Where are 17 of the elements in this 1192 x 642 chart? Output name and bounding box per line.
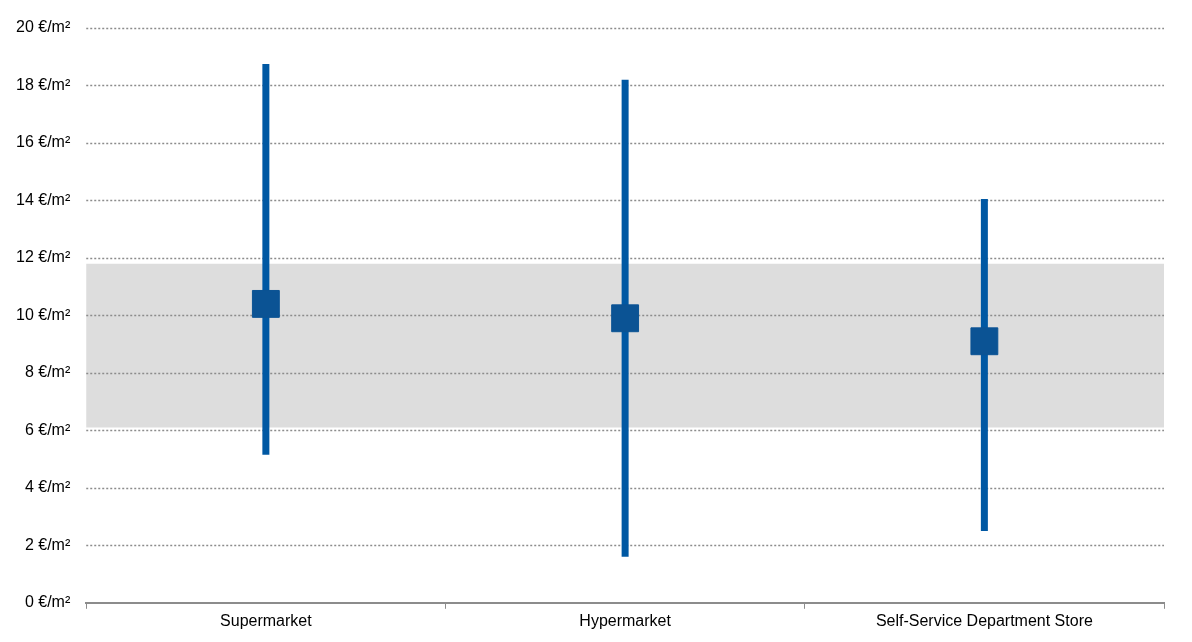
y-tick-label: 6 €/m² [24,420,71,438]
y-tick-label: 0 €/m² [24,593,71,611]
y-tick-label: 18 €/m² [15,75,71,93]
y-tick-label: 2 €/m² [24,535,71,553]
y-tick-label: 8 €/m² [24,363,71,381]
y-tick-label: 16 €/m² [15,133,71,151]
y-tick-label: 20 €/m² [15,18,71,36]
x-tick-label: Self-Service Department Store [875,611,1093,629]
x-tick-label: Supermarket [220,611,313,629]
x-tick-label: Hypermarket [579,611,672,629]
y-tick-label: 10 €/m² [15,305,71,323]
y-tick-label: 14 €/m² [15,190,71,208]
point [970,327,999,356]
y-tick-label: 4 €/m² [24,478,71,496]
point [251,289,280,318]
point [611,304,640,333]
y-tick-label: 12 €/m² [15,248,71,266]
